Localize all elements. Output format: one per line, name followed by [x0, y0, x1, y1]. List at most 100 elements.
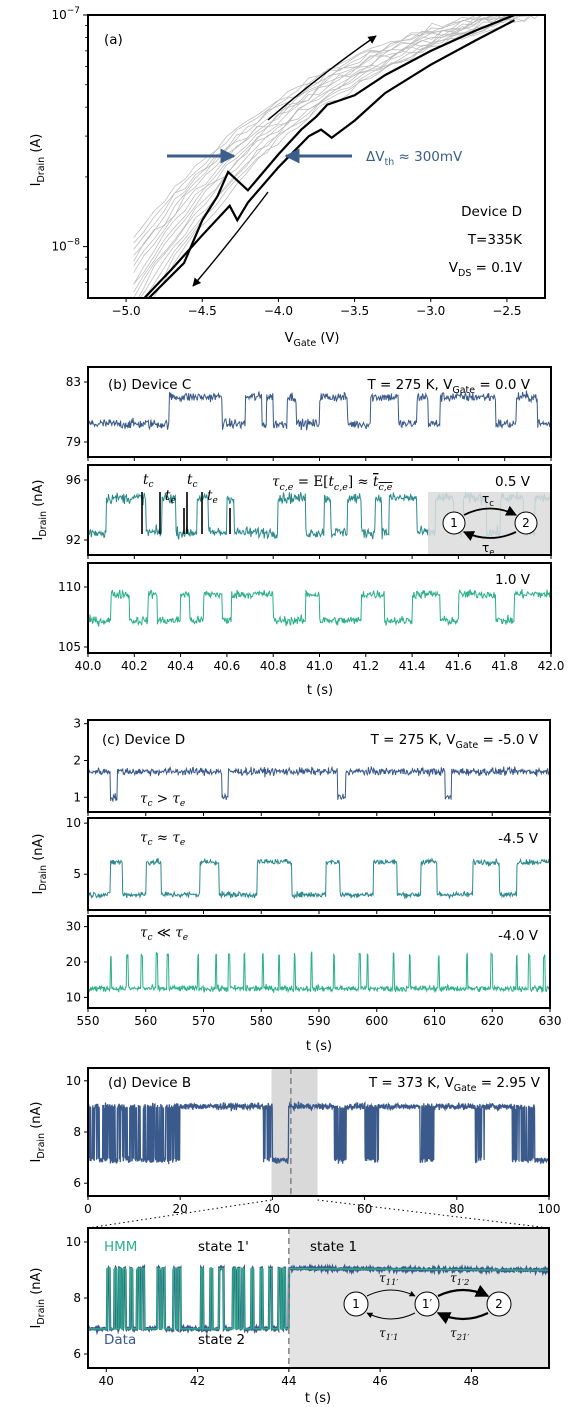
node-2-label: 2 [495, 1297, 503, 1311]
three-state-diagram: 1 1′ 2 τ11′ τ1′2 τ1′1 τ21′ [343, 1271, 512, 1343]
arrow-1-to-1p [366, 1289, 416, 1297]
panel-c-sub2-xtick-label: 630 [539, 1014, 562, 1028]
panel-b-sub2-xtick-label: 40.6 [214, 659, 241, 673]
panel-d-top-ytick-label: 10 [66, 1074, 81, 1088]
panel-a-label: (a) [104, 32, 123, 48]
gray-sweep [139, 15, 539, 298]
delta-vth-annotation: ΔVth ≈ 300mV [366, 149, 463, 168]
state-2-node [514, 511, 538, 535]
panel-d-top-xtick-label: 40 [265, 1202, 280, 1216]
panel-b-sub0-ytick-label: 83 [66, 375, 81, 389]
panel-b-trace-2 [88, 589, 551, 627]
state-1-label: 1 [450, 516, 458, 530]
panel-b-sub2-xtick-label: 40.2 [121, 659, 148, 673]
panel-c-sub2 [88, 951, 550, 994]
gray-sweep [133, 15, 516, 285]
panel-d-bottom-ytick-label: 6 [73, 1347, 81, 1361]
tau-1p2-label: τ1′2 [450, 1271, 469, 1288]
panel-a-xtick-label: −4.5 [188, 304, 217, 318]
tau-c-arrow [463, 505, 517, 516]
panel-d-top-xtick-label: 0 [84, 1202, 92, 1216]
panel-d-xlabel: t (s) [305, 1391, 331, 1406]
arrow-1p-to-1 [366, 1312, 416, 1320]
two-state-inset: 1 2 τc τe [428, 492, 550, 558]
panel-b-sub0-ytick-label: 79 [66, 435, 81, 449]
sweep-down-arrow [192, 191, 269, 287]
panel-c-ylabel: IDrain (nA) [31, 834, 49, 895]
sweep-series-0 [143, 19, 516, 298]
panel-c-traces [88, 765, 550, 994]
panel-d-title: T = 373 K, VGate = 2.95 V [368, 1075, 541, 1094]
legend-data: Data [104, 1332, 136, 1348]
gray-sweep [133, 15, 518, 298]
ratio-gt: τc > τe [140, 791, 185, 809]
panel-d-top-ytick-label: 8 [73, 1125, 81, 1139]
sweep-up-arrow [267, 35, 377, 121]
panel-c-sub2-xtick-label: 580 [250, 1014, 273, 1028]
panel-d-bottom-xtick-label: 48 [464, 1374, 479, 1388]
panel-a-device: Device D [461, 204, 522, 220]
label-state-1: state 1 [310, 1239, 357, 1255]
state-2-label: 2 [522, 516, 530, 530]
panel-d-bottom-xtick-label: 40 [99, 1374, 114, 1388]
gray-sweep [152, 15, 533, 298]
panel-d-traces [88, 1101, 549, 1336]
panel-c-trace-1 [88, 857, 550, 900]
panel-b-label: (b) Device C [108, 377, 191, 393]
panel-d-bottom-xtick-label: 44 [281, 1374, 296, 1388]
panel-d-label: (d) Device B [108, 1075, 191, 1091]
panel-c-sub2-xtick-label: 550 [77, 1014, 100, 1028]
panel-a-xtick-label: −5.0 [112, 304, 141, 318]
panel-c-sub1 [88, 857, 550, 900]
panel-a-ticks: −5.0 −4.5 −4.0 −3.5 −3.0 −2.5 10−7 10−8 [51, 6, 521, 318]
panel-b-sub2-xtick-label: 41.8 [491, 659, 518, 673]
te-label-2: te [207, 488, 218, 506]
panel-c-vgate-4.5: -4.5 V [498, 831, 539, 847]
panel-c-sub2-xtick-label: 560 [134, 1014, 157, 1028]
panel-c-trace-0 [88, 765, 550, 802]
zoom-connector-right [317, 1199, 550, 1229]
gray-sweep [133, 15, 509, 262]
panel-b-sub0 [88, 390, 551, 431]
panel-c-sub0-ytick-label: 2 [73, 753, 81, 767]
panel-a-ytick-label: 10−7 [51, 6, 80, 22]
gray-sweep [133, 15, 484, 250]
panel-c-xlabel: t (s) [306, 1039, 332, 1054]
gray-sweep [143, 15, 531, 298]
panel-a-vds: VDS = 0.1V [449, 260, 523, 279]
panel-a-xtick-label: −3.0 [416, 304, 445, 318]
gray-sweep [133, 15, 516, 266]
panel-d-bottom-ytick-label: 8 [73, 1291, 81, 1305]
state-1-node [442, 511, 466, 535]
panel-a-xtick-label: −2.5 [492, 304, 521, 318]
panel-d-top-shaded-window [271, 1068, 318, 1196]
panel-b-sub2-xtick-label: 41.4 [399, 659, 426, 673]
panel-d-bottom-ytick-label: 10 [66, 1235, 81, 1249]
tau-11p-label: τ11′ [379, 1271, 398, 1288]
panel-d-zoom-connectors [87, 1199, 550, 1229]
panel-b-sub2-xtick-label: 40.8 [260, 659, 287, 673]
panel-c-vgate-4.0: -4.0 V [498, 928, 539, 944]
panel-b: 79 83 92 96 105 110 40.0 40.2 40.4 40.6 40.8 41.0 41… [31, 366, 564, 698]
panel-b-sub2-xtick-label: 41.2 [352, 659, 379, 673]
panel-b-sub1-ytick-label: 96 [66, 473, 81, 487]
tau-e-label: τe [482, 541, 494, 558]
label-state-2: state 2 [198, 1332, 245, 1348]
panel-b-vgate-1.0: 1.0 V [495, 572, 531, 588]
panel-c-sub0 [88, 765, 550, 802]
panel-d-bottom-xtick-label: 46 [372, 1374, 387, 1388]
node-2 [486, 1291, 512, 1317]
panel-a-series [143, 15, 516, 298]
panel-a-temperature: T=335K [467, 232, 523, 248]
node-1p [414, 1291, 440, 1317]
arrow-2-to-1p [436, 1312, 489, 1325]
panel-d-top-xtick-label: 100 [538, 1202, 561, 1216]
ratio-approx: τc ≈ τe [140, 830, 185, 848]
panel-a-ytick-label: 10−8 [51, 238, 80, 254]
gray-sweep [133, 15, 507, 256]
panel-a-xtick-label: −4.0 [264, 304, 293, 318]
